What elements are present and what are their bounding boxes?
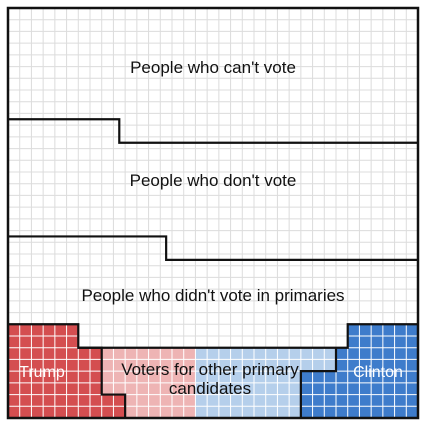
- waffle-background: [8, 8, 418, 418]
- boundary-dont-vote: [8, 235, 418, 261]
- boundary-clinton: [299, 347, 338, 418]
- waffle-frame: [6, 6, 420, 420]
- label-clinton: Clinton: [353, 364, 403, 381]
- label-cant-vote: People who can't vote: [130, 58, 296, 77]
- label-trump: Trump: [19, 364, 65, 381]
- boundary-primaries: [8, 323, 418, 349]
- label-dont-vote: People who don't vote: [129, 171, 297, 190]
- boundary-cant-vote: [8, 118, 418, 144]
- boundary-trump: [78, 346, 127, 418]
- label-no-primary: People who didn't vote in primaries: [81, 286, 345, 305]
- label-other-candidates: Voters for other primary candidates: [121, 360, 299, 399]
